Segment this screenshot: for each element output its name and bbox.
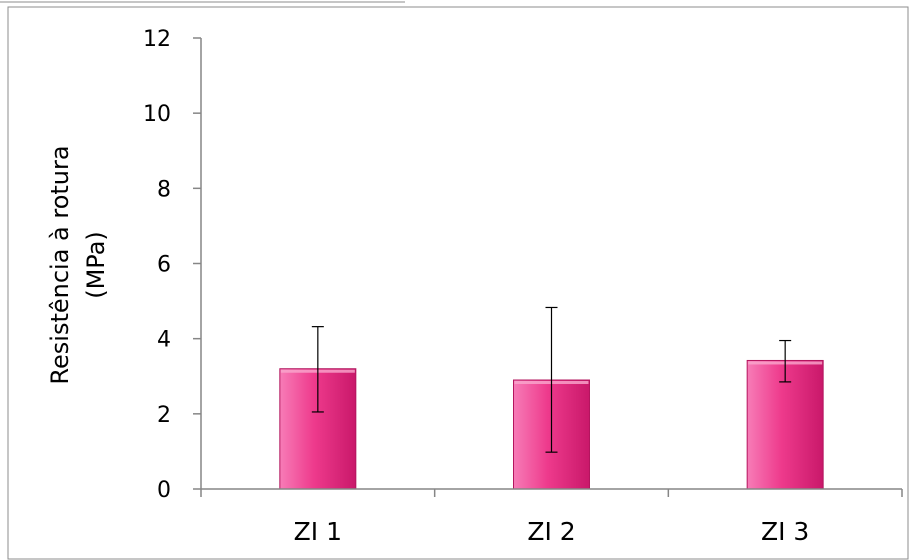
x-axis: ZI 1 ZI 2 ZI 3 [200, 488, 903, 546]
chart-border [7, 6, 909, 560]
y-axis: 0 2 4 6 8 10 12 [143, 27, 202, 503]
x-category-label: ZI 3 [761, 517, 809, 546]
y-tick-label: 4 [157, 328, 171, 353]
y-tick-label: 8 [157, 177, 171, 202]
y-tick-label: 0 [157, 478, 171, 503]
x-category-label: ZI 2 [527, 517, 575, 546]
y-tick-label: 12 [143, 27, 171, 52]
y-axis-title-line-2: (MPa) [82, 231, 110, 299]
y-axis-title: Resistência à rotura (MPa) [46, 145, 110, 384]
x-category-label: ZI 1 [294, 517, 342, 546]
y-tick-label: 6 [157, 253, 171, 278]
bars-group [279, 306, 824, 490]
y-axis-title-line-1: Resistência à rotura [46, 145, 74, 384]
y-tick-label: 2 [157, 403, 171, 428]
y-tick-label: 10 [143, 102, 171, 127]
